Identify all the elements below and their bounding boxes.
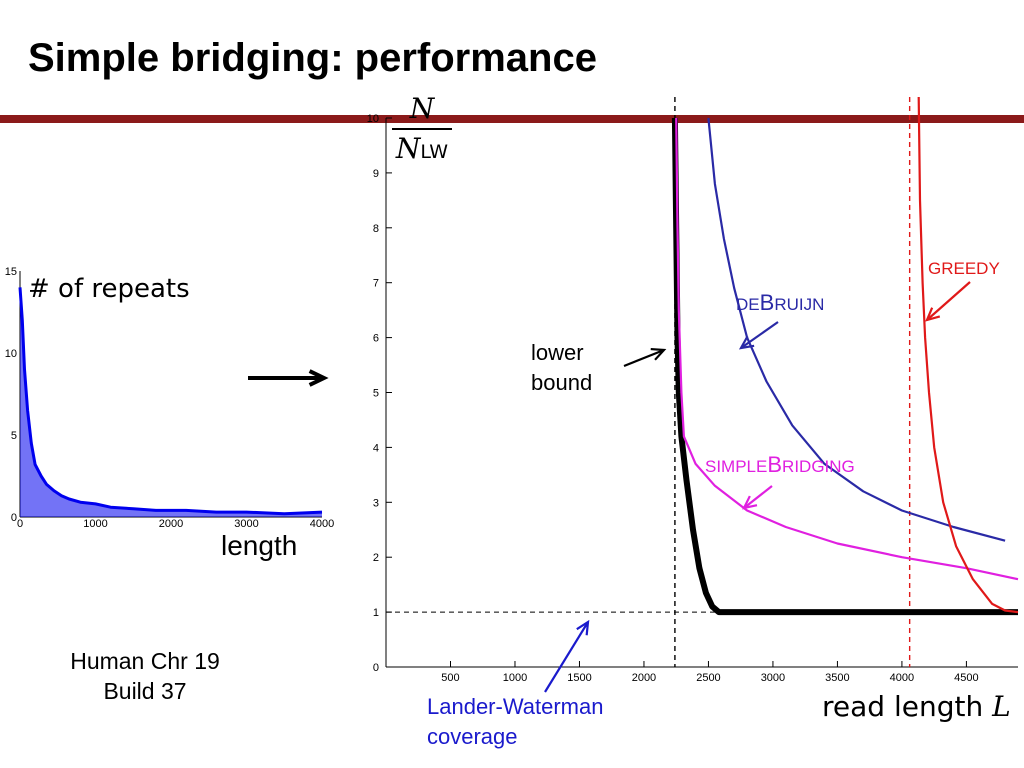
y-tick-label: 5: [373, 388, 379, 400]
inset-y-tick-label: 0: [11, 512, 17, 524]
lower-bound-line-2: bound: [531, 370, 593, 395]
ylabel-subscript: LW: [420, 141, 449, 163]
x-tick-label: 2500: [696, 672, 720, 684]
series-lower-bound: [671, 117, 1018, 616]
y-tick-label: 3: [373, 497, 379, 509]
title-rule: [0, 115, 1024, 123]
simplebridging-label: SIMPLEBRIDGING: [705, 452, 855, 478]
inset-y-tick-label: 5: [11, 430, 17, 442]
inset-series-fill: [20, 287, 322, 517]
inset-x-tick-label: 0: [17, 518, 23, 530]
main-xlabel: read length L: [822, 690, 1011, 723]
y-tick-label: 2: [373, 552, 379, 564]
inset-x-tick-label: 1000: [83, 518, 107, 530]
ylabel-fraction-bar: [392, 128, 452, 130]
lander-waterman-line-2: coverage: [427, 724, 518, 749]
y-tick-label: 9: [373, 168, 379, 180]
inset-x-tick-label: 4000: [310, 518, 334, 530]
simplebridging-label-cap: B: [767, 452, 783, 477]
series-debruijn: [707, 117, 1006, 542]
lower-bound-arrow-head: [650, 347, 667, 361]
y-tick-label: 8: [373, 223, 379, 235]
debruijn-arrow: [740, 321, 779, 349]
lander-waterman-annotation: Lander-Waterman coverage: [427, 692, 657, 752]
x-tick-label: 3000: [761, 672, 785, 684]
greedy-arrow-head: [925, 307, 941, 322]
y-tick-label: 0: [373, 662, 379, 674]
y-tick-label: 10: [367, 113, 379, 125]
greedy-label: GREEDY: [928, 259, 1000, 278]
dataset-caption: Human Chr 19 Build 37: [40, 646, 250, 706]
inset-ylabel: # of repeats: [28, 274, 190, 304]
x-tick-label: 1500: [567, 672, 591, 684]
inset-to-main-arrow-head: [308, 369, 329, 387]
x-tick-label: 3500: [825, 672, 849, 684]
x-tick-label: 500: [441, 672, 459, 684]
x-tick-label: 4500: [954, 672, 978, 684]
dataset-caption-line-1: Human Chr 19: [70, 648, 220, 674]
slide-title: Simple bridging: performance: [28, 36, 597, 80]
lander-waterman-arrow: [544, 621, 589, 693]
white-mask: [629, 616, 813, 646]
main-xlabel-var: L: [992, 690, 1011, 723]
debruijn-label-rest: RUIJN: [774, 295, 825, 314]
inset-x-tick-label: 3000: [234, 518, 258, 530]
lander-waterman-arrow-head: [576, 619, 590, 636]
simplebridging-label-rest: RIDGING: [782, 457, 855, 476]
main-ylabel: N NLW: [390, 92, 454, 169]
x-tick-label: 1000: [503, 672, 527, 684]
lower-bound-arrow: [623, 348, 665, 368]
lower-bound-annotation: lower bound: [531, 338, 621, 398]
greedy-arrow: [926, 281, 971, 321]
simplebridging-label-small: SIMPLE: [705, 457, 768, 476]
lander-waterman-line-1: Lander-Waterman: [427, 694, 604, 719]
inset-x-tick-label: 2000: [159, 518, 183, 530]
inset-y-tick-label: 15: [5, 266, 17, 278]
inset-y-tick-label: 10: [5, 348, 17, 360]
x-tick-label: 2000: [632, 672, 656, 684]
y-tick-label: 1: [373, 607, 379, 619]
inset-chart-background: [0, 263, 343, 536]
inset-series-repeats: [18, 287, 323, 516]
debruijn-arrow-head: [738, 335, 755, 350]
debruijn-label: DEBRUIJN: [736, 290, 824, 316]
simplebridging-arrow-head: [742, 495, 758, 510]
y-tick-label: 4: [373, 442, 379, 454]
simplebridging-arrow: [743, 485, 773, 509]
series-simplebridging: [675, 117, 1019, 581]
ylabel-numerator: N: [409, 92, 435, 125]
debruijn-label-small: DE: [736, 295, 760, 314]
debruijn-label-cap: B: [759, 290, 775, 315]
ylabel-denominator: NLW: [390, 132, 454, 169]
y-tick-label: 7: [373, 278, 379, 290]
lower-bound-line-1: lower: [531, 340, 584, 365]
main-xlabel-text: read length: [822, 690, 993, 723]
y-tick-label: 6: [373, 333, 379, 345]
series-greedy: [917, 96, 1019, 614]
ylabel-denominator-var: N: [395, 132, 421, 165]
x-tick-label: 4000: [890, 672, 914, 684]
inset-xlabel: length: [221, 530, 298, 561]
dataset-caption-line-2: Build 37: [103, 678, 187, 704]
